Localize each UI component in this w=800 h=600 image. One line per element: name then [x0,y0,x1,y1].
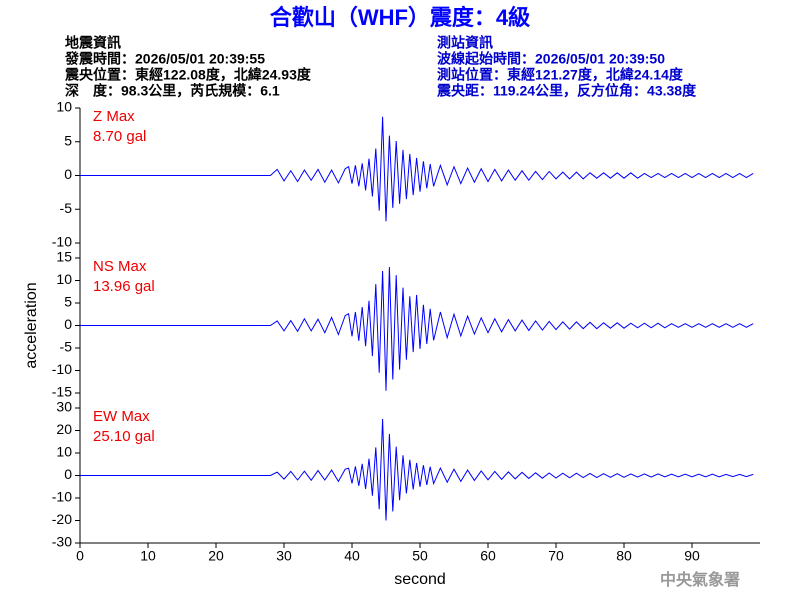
y-tick-label: -5 [60,200,73,216]
y-tick-label: -5 [60,339,73,355]
waveform [80,116,754,222]
y-tick-label: 5 [64,132,72,148]
y-tick-label: -30 [52,534,72,550]
max-value-label: 8.70 gal [93,128,146,145]
x-tick-label: 0 [76,548,84,564]
info-line: 震央位置：東經122.08度，北緯24.93度 [64,67,312,83]
y-tick-label: -10 [52,361,72,377]
y-tick-label: -15 [52,384,72,400]
y-tick-label: 10 [56,444,72,460]
info-line: 波線起始時間：2026/05/01 20:39:50 [437,51,665,67]
info-line: 測站位置：東經121.27度，北緯24.14度 [437,67,684,83]
info-line: 測站資訊 [437,35,493,51]
y-tick-label: 0 [64,466,72,482]
waveform [80,266,754,391]
waveform [80,419,754,521]
y-tick-label: -10 [52,234,72,250]
x-tick-label: 70 [548,548,564,564]
info-line: 發震時間：2026/05/01 20:39:55 [64,51,265,67]
y-tick-label: 10 [56,99,72,115]
y-tick-label: 0 [64,166,72,182]
y-tick-label: 0 [64,316,72,332]
info-line: 深 度：98.3公里，芮氏規模：6.1 [65,83,280,99]
y-tick-label: 10 [56,271,72,287]
y-tick-label: 5 [64,294,72,310]
y-tick-label: -20 [52,511,72,527]
y-tick-label: 30 [56,399,72,415]
max-value-label: 13.96 gal [93,278,155,295]
x-tick-label: 10 [140,548,156,564]
chart-title: 合歡山（WHF）震度：4級 [270,5,530,30]
max-label: Z Max [93,108,135,125]
y-tick-label: 15 [56,249,72,265]
x-tick-label: 80 [616,548,632,564]
max-label: EW Max [93,408,150,425]
max-label: NS Max [93,258,147,275]
x-tick-label: 20 [208,548,224,564]
max-value-label: 25.10 gal [93,428,155,445]
x-axis-label: second [394,571,446,588]
watermark: 中央氣象署 [660,570,740,589]
y-tick-label: -10 [52,489,72,505]
info-line: 地震資訊 [65,35,121,51]
y-axis-label: acceleration [23,282,40,368]
info-line: 震央距：119.24公里，反方位角：43.38度 [436,83,697,99]
x-tick-label: 50 [412,548,428,564]
x-tick-label: 90 [684,548,700,564]
x-tick-label: 60 [480,548,496,564]
x-tick-label: 40 [344,548,360,564]
y-tick-label: 20 [56,421,72,437]
x-tick-label: 30 [276,548,292,564]
